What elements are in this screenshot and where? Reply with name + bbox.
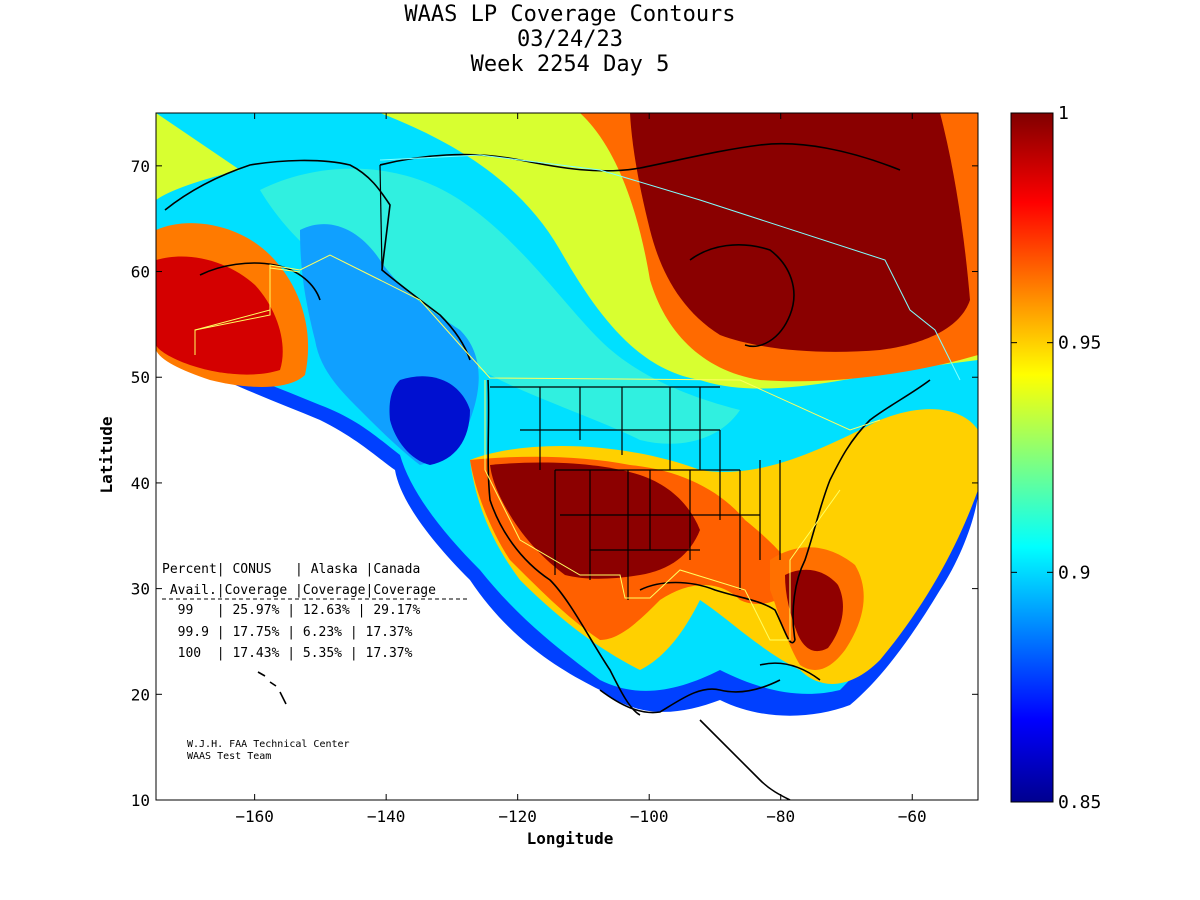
colorbar-tick-label: 0.85 — [1058, 792, 1101, 813]
y-tick-label: 60 — [131, 263, 150, 282]
coverage-darkred-atlantic — [785, 569, 843, 652]
x-tick-label: −140 — [367, 807, 406, 826]
coverage-darkblue-pocket — [389, 376, 470, 465]
west-coast-usa — [487, 379, 641, 716]
coverage-cyan-interior — [260, 168, 740, 444]
alaska-waas-boundary — [194, 267, 301, 355]
map-week-day: Week 2254 Day 5 — [470, 52, 670, 77]
coverage-table-row: 100 | 17.43% | 5.35% | 17.37% — [162, 646, 413, 661]
gulf-coast — [639, 581, 796, 644]
hudson-bay — [689, 244, 795, 347]
y-tick-label: 10 — [131, 791, 150, 810]
y-tick-label: 20 — [131, 685, 150, 704]
coverage-red-alaska — [156, 256, 283, 375]
colorbar-tick-label: 0.9 — [1058, 562, 1091, 583]
coverage-table-header-2: Avail.|Coverage |Coverage|Coverage — [162, 583, 436, 598]
coverage-table-row: 99.9 | 17.75% | 6.23% | 17.37% — [162, 625, 413, 640]
x-tick-label: −100 — [630, 807, 669, 826]
coastlines — [164, 142, 931, 800]
icao-boundary — [379, 154, 961, 381]
colorbar: 0.85 0.9 0.95 1 — [1010, 103, 1101, 813]
colorbar-ticks: 0.85 0.9 0.95 1 — [1011, 103, 1101, 813]
colorbar-tick-label: 1 — [1058, 103, 1069, 124]
alaska-coast — [164, 159, 471, 361]
mexico-coast — [599, 679, 781, 714]
x-tick-label: −60 — [898, 807, 927, 826]
coverage-table-row: 99 | 25.97% | 12.63% | 29.17% — [162, 603, 420, 618]
plot-frame — [155, 112, 979, 801]
state-borders — [194, 154, 961, 641]
cuba — [759, 662, 821, 681]
coverage-table: Percent| CONUS | Alaska |Canada Avail.|C… — [162, 562, 470, 661]
coverage-heatmap — [156, 113, 978, 716]
credit-line-1: W.J.H. FAA Technical Center — [187, 739, 350, 750]
hawaii — [257, 671, 287, 705]
map-date: 03/24/23 — [517, 27, 623, 52]
map-title: WAAS LP Coverage Contours — [404, 2, 736, 27]
coverage-table-header-1: Percent| CONUS | Alaska |Canada — [162, 562, 420, 577]
x-axis-label: Longitude — [527, 829, 614, 848]
x-tick-label: −160 — [235, 807, 274, 826]
x-tick-label: −120 — [498, 807, 537, 826]
y-axis-label: Latitude — [97, 416, 116, 493]
east-coast-usa — [792, 379, 931, 641]
alaska-peninsula — [199, 262, 321, 301]
canada-us-border — [379, 164, 383, 271]
central-america — [699, 719, 791, 800]
x-axis: −160 −140 −120 −100 −80 −60 — [235, 113, 927, 826]
colorbar-tick-label: 0.95 — [1058, 333, 1101, 354]
y-axis: 10 20 30 40 50 60 70 — [131, 157, 978, 810]
waas-service-boundary — [194, 254, 881, 641]
plot-area — [156, 113, 978, 800]
colorbar-scale — [1010, 112, 1054, 803]
y-tick-label: 70 — [131, 157, 150, 176]
y-tick-label: 30 — [131, 580, 150, 599]
x-tick-label: −80 — [766, 807, 795, 826]
y-tick-label: 50 — [131, 368, 150, 387]
y-tick-label: 40 — [131, 474, 150, 493]
credit-line-2: WAAS Test Team — [187, 751, 271, 762]
